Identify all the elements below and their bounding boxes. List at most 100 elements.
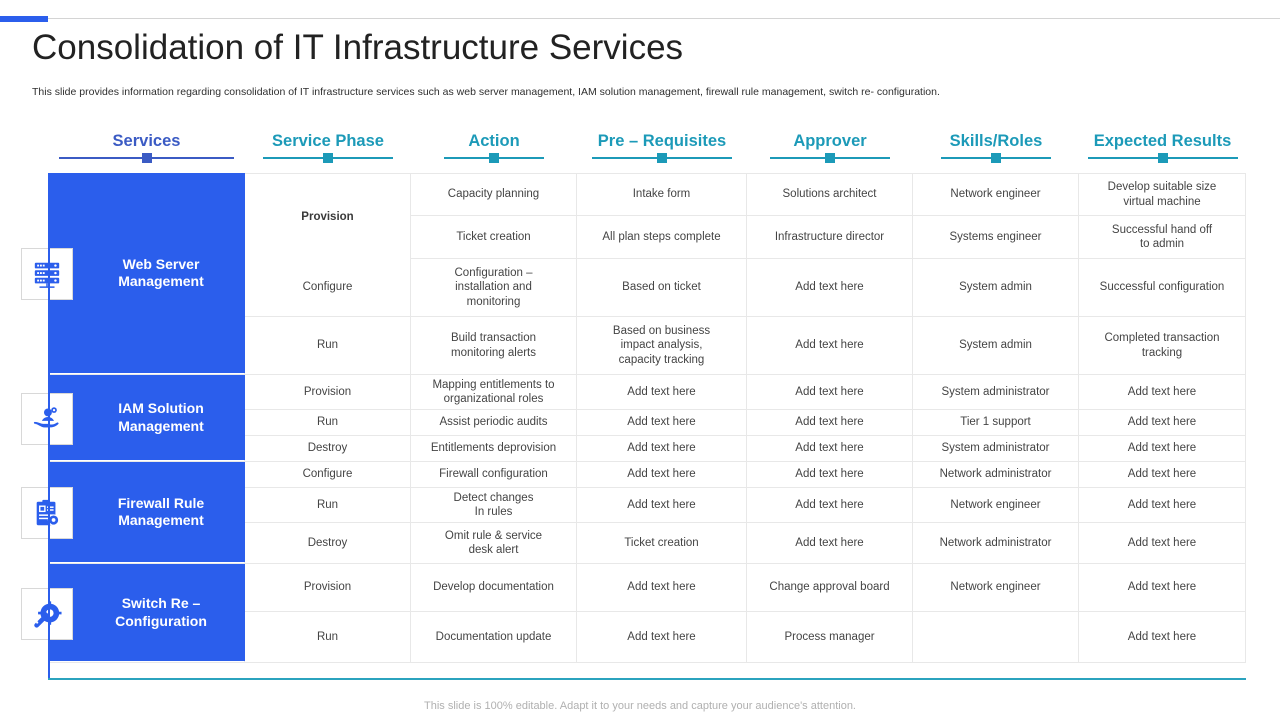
cell-results: Add text here xyxy=(1079,564,1246,611)
table-row: Provision Capacity planning Intake form Sol… xyxy=(48,173,1246,260)
table-row: Run Documentation update Add text here Proc… xyxy=(48,612,1246,663)
column-header-services: Services xyxy=(48,130,245,163)
underline-marker-square xyxy=(1157,153,1168,163)
cell-action: Mapping entitlements to organizational ro… xyxy=(411,375,577,409)
cell-action: Entitlements deprovision xyxy=(411,436,577,461)
column-header-label: Action xyxy=(468,132,520,150)
cell-prereq: Ticket creation xyxy=(577,523,747,563)
column-header-label: Pre – Requisites xyxy=(597,132,727,150)
services-table: Provision Capacity planning Intake form Sol… xyxy=(21,173,1246,678)
column-header-pre-requisites: Pre – Requisites xyxy=(577,130,747,163)
underline-marker-square xyxy=(657,153,667,163)
cell-action: Capacity planning xyxy=(411,174,577,215)
switch-gear-icon xyxy=(21,587,73,640)
column-header-approver: Approver xyxy=(747,130,913,163)
cell-prereq: Add text here xyxy=(577,462,747,487)
cell-prereq: Add text here xyxy=(577,375,747,409)
cell-prereq: Add text here xyxy=(577,612,747,662)
cell-approver: Add text here xyxy=(747,488,913,522)
cell-results: Add text here xyxy=(1079,612,1246,662)
page-title: Consolidation of IT Infrastructure Servi… xyxy=(32,28,684,67)
cell-approver: Add text here xyxy=(747,375,913,409)
cell-skills: Network administrator xyxy=(913,523,1079,563)
table-row: Provision Develop documentation Add text h… xyxy=(48,564,1246,612)
table-row: Configure Firewall configuration Add text … xyxy=(48,462,1246,488)
cell-results: Completed transaction tracking xyxy=(1079,317,1246,374)
footer-note: This slide is 100% editable. Adapt it to… xyxy=(424,700,856,712)
cell-action: Configuration – installation and monitorin… xyxy=(411,259,577,316)
cell-action: Develop documentation xyxy=(411,564,577,611)
table-row: Ticket creation All plan steps complete In… xyxy=(48,216,1246,259)
cell-phase: Run xyxy=(245,612,411,662)
cell-results: Successful configuration xyxy=(1079,259,1246,316)
page-subtitle: This slide provides information regardin… xyxy=(32,86,940,98)
cell-prereq: Intake form xyxy=(577,174,747,215)
column-header-underline xyxy=(592,153,732,163)
cell-phase: Run xyxy=(245,488,411,522)
cell-approver: Process manager xyxy=(747,612,913,662)
column-header-label: Expected Results xyxy=(1093,132,1232,150)
underline-marker-square xyxy=(323,153,333,163)
service-block-web-server-management[interactable]: Web Server Management xyxy=(48,173,245,373)
column-header-label: Services xyxy=(112,132,181,150)
cell-action: Detect changes In rules xyxy=(411,488,577,522)
underline-marker-square xyxy=(141,153,152,163)
column-header-underline xyxy=(770,153,890,163)
cell-prereq: Add text here xyxy=(577,488,747,522)
service-category-column: Web Server Management IAM Solution Manageme… xyxy=(21,173,245,678)
cell-skills: Network engineer xyxy=(913,564,1079,611)
cell-skills: System admin xyxy=(913,259,1079,316)
cell-approver: Add text here xyxy=(747,259,913,316)
service-block-iam-solution-management[interactable]: IAM Solution Management xyxy=(48,375,245,460)
cell-action: Assist periodic audits xyxy=(411,410,577,435)
cell-phase: Run xyxy=(245,410,411,435)
service-block-label: Web Server Management xyxy=(118,255,204,290)
cell-approver: Add text here xyxy=(747,436,913,461)
column-header-skills-roles: Skills/Roles xyxy=(913,130,1079,163)
column-header-row: Services Service Phase Action Pre – Requisi… xyxy=(0,130,1280,170)
cell-approver: Solutions architect xyxy=(747,174,913,215)
column-header-underline xyxy=(59,153,234,163)
cell-phase: Provision xyxy=(245,174,411,260)
column-header-action: Action xyxy=(411,130,577,163)
cell-results: Add text here xyxy=(1079,375,1246,409)
cell-action: Omit rule & service desk alert xyxy=(411,523,577,563)
service-block-label: Firewall Rule Management xyxy=(117,494,205,529)
cell-results: Add text here xyxy=(1079,410,1246,435)
cell-approver: Add text here xyxy=(747,523,913,563)
cell-skills: Network administrator xyxy=(913,462,1079,487)
cell-approver: Add text here xyxy=(747,317,913,374)
table-row: Configure Configuration – installation and… xyxy=(48,259,1246,317)
cell-skills: System administrator xyxy=(913,375,1079,409)
cell-prereq: Based on ticket xyxy=(577,259,747,316)
column-header-label: Skills/Roles xyxy=(949,132,1043,150)
cell-phase: Configure xyxy=(245,259,411,316)
cell-results: Add text here xyxy=(1079,523,1246,563)
cell-skills: Network engineer xyxy=(913,488,1079,522)
top-accent-bar xyxy=(0,16,1280,22)
top-accent-blue-block xyxy=(0,16,48,22)
service-block-firewall-rule-management[interactable]: Firewall Rule Management xyxy=(48,462,245,562)
cell-prereq: Add text here xyxy=(577,410,747,435)
cell-approver: Infrastructure director xyxy=(747,216,913,258)
column-header-underline xyxy=(444,153,544,163)
cell-prereq: Add text here xyxy=(577,436,747,461)
top-accent-divider-line xyxy=(48,18,1280,19)
cell-prereq: All plan steps complete xyxy=(577,216,747,258)
service-block-switch-re-configuration[interactable]: Switch Re – Configuration xyxy=(48,564,245,661)
table-row: Run Build transaction monitoring alerts Bas… xyxy=(48,317,1246,375)
cell-phase: Provision xyxy=(245,375,411,409)
cell-results: Develop suitable size virtual machine xyxy=(1079,174,1246,215)
underline-marker-square xyxy=(489,153,499,163)
table-row: Run Assist periodic audits Add text here Ad… xyxy=(48,410,1246,436)
cell-prereq: Add text here xyxy=(577,564,747,611)
cell-skills: System admin xyxy=(913,317,1079,374)
server-rack-icon xyxy=(21,248,73,300)
underline-marker-square xyxy=(991,153,1001,163)
column-header-underline xyxy=(1087,153,1238,163)
cell-skills: Tier 1 support xyxy=(913,410,1079,435)
identity-hand-icon xyxy=(21,392,73,445)
column-header-expected-results: Expected Results xyxy=(1079,130,1246,163)
service-block-label: Switch Re – Configuration xyxy=(115,595,207,629)
